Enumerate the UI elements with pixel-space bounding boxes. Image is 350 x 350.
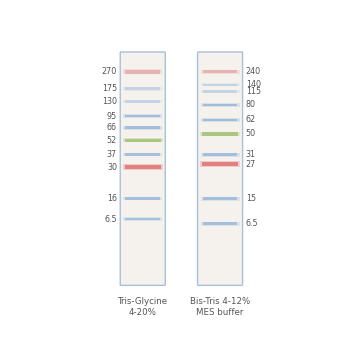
Bar	[123, 153, 162, 156]
Text: 16: 16	[107, 194, 117, 203]
Bar	[200, 132, 240, 136]
Text: 31: 31	[246, 150, 256, 159]
Bar	[201, 153, 239, 157]
Text: 115: 115	[246, 87, 261, 96]
Bar	[123, 138, 163, 142]
Text: 80: 80	[246, 100, 256, 110]
Bar	[203, 223, 237, 225]
Bar	[125, 197, 160, 199]
Text: 52: 52	[107, 136, 117, 145]
Bar	[203, 153, 237, 156]
Bar	[201, 90, 239, 93]
Text: 95: 95	[107, 112, 117, 120]
Bar	[125, 88, 160, 90]
Text: 140: 140	[246, 80, 261, 89]
Text: 50: 50	[246, 130, 256, 138]
Text: 270: 270	[102, 67, 117, 76]
Bar	[125, 164, 161, 169]
Text: 6.5: 6.5	[104, 215, 117, 224]
Bar	[125, 70, 160, 74]
Bar	[203, 84, 237, 86]
Bar	[201, 222, 239, 226]
Bar	[125, 126, 160, 129]
Bar	[203, 70, 237, 74]
Bar	[200, 161, 240, 167]
Bar	[123, 197, 162, 200]
Text: 30: 30	[107, 162, 117, 172]
Text: 62: 62	[246, 116, 256, 125]
Bar	[201, 103, 239, 107]
Bar	[123, 69, 162, 74]
Bar	[202, 132, 238, 135]
Bar	[201, 70, 239, 74]
Bar	[203, 197, 237, 200]
Bar	[203, 119, 237, 121]
Bar	[203, 90, 237, 93]
FancyBboxPatch shape	[120, 52, 165, 285]
Bar	[123, 217, 162, 221]
Bar	[125, 218, 160, 220]
Text: 6.5: 6.5	[246, 219, 258, 228]
Bar	[203, 104, 237, 106]
Bar	[202, 162, 238, 166]
Bar	[123, 99, 162, 103]
Text: 27: 27	[246, 160, 256, 169]
Text: 66: 66	[107, 123, 117, 132]
Text: 130: 130	[102, 97, 117, 106]
Bar	[125, 115, 160, 117]
Text: 175: 175	[102, 84, 117, 93]
Bar	[125, 153, 160, 155]
Text: 37: 37	[107, 150, 117, 159]
Text: Bis-Tris 4-12%
MES buffer: Bis-Tris 4-12% MES buffer	[190, 297, 250, 317]
Bar	[125, 100, 160, 103]
FancyBboxPatch shape	[197, 52, 243, 285]
Text: Tris-Glycine
4-20%: Tris-Glycine 4-20%	[118, 297, 168, 317]
Text: 240: 240	[246, 67, 261, 76]
Bar	[125, 139, 161, 142]
Bar	[201, 83, 239, 86]
Bar	[123, 114, 162, 118]
Bar	[123, 164, 163, 170]
Text: 15: 15	[246, 194, 256, 203]
Bar	[201, 118, 239, 122]
Bar	[123, 126, 162, 130]
Bar	[201, 197, 239, 201]
Bar	[123, 87, 162, 91]
